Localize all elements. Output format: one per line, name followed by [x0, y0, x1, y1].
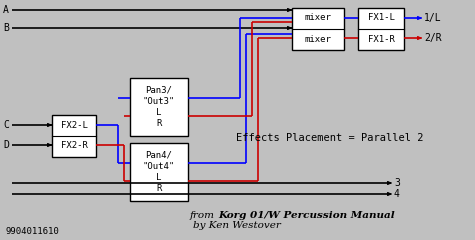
Text: FX2-R: FX2-R — [61, 142, 87, 150]
Text: 4: 4 — [394, 189, 400, 199]
Text: 3: 3 — [394, 178, 400, 188]
Text: FX1-R: FX1-R — [368, 35, 394, 43]
Text: C: C — [3, 120, 9, 130]
FancyBboxPatch shape — [130, 78, 188, 136]
Text: by Ken Westover: by Ken Westover — [193, 222, 281, 230]
FancyBboxPatch shape — [358, 8, 404, 50]
Text: B: B — [3, 23, 9, 33]
Text: Korg 01/W Percussion Manual: Korg 01/W Percussion Manual — [218, 210, 395, 220]
Text: FX1-L: FX1-L — [368, 13, 394, 23]
Text: Effects Placement = Parallel 2: Effects Placement = Parallel 2 — [236, 133, 424, 143]
Text: from: from — [190, 210, 218, 220]
Text: mixer: mixer — [304, 13, 332, 23]
Text: 9904011610: 9904011610 — [5, 228, 59, 236]
FancyBboxPatch shape — [292, 8, 344, 50]
Text: D: D — [3, 140, 9, 150]
FancyBboxPatch shape — [52, 115, 96, 157]
FancyBboxPatch shape — [130, 143, 188, 201]
Text: 2/R: 2/R — [424, 33, 442, 43]
Text: mixer: mixer — [304, 35, 332, 43]
Text: 1/L: 1/L — [424, 13, 442, 23]
Text: FX2-L: FX2-L — [61, 120, 87, 130]
Text: A: A — [3, 5, 9, 15]
Text: Pan4/
"Out4"
L
R: Pan4/ "Out4" L R — [143, 151, 175, 193]
Text: Pan3/
"Out3"
L
R: Pan3/ "Out3" L R — [143, 86, 175, 128]
